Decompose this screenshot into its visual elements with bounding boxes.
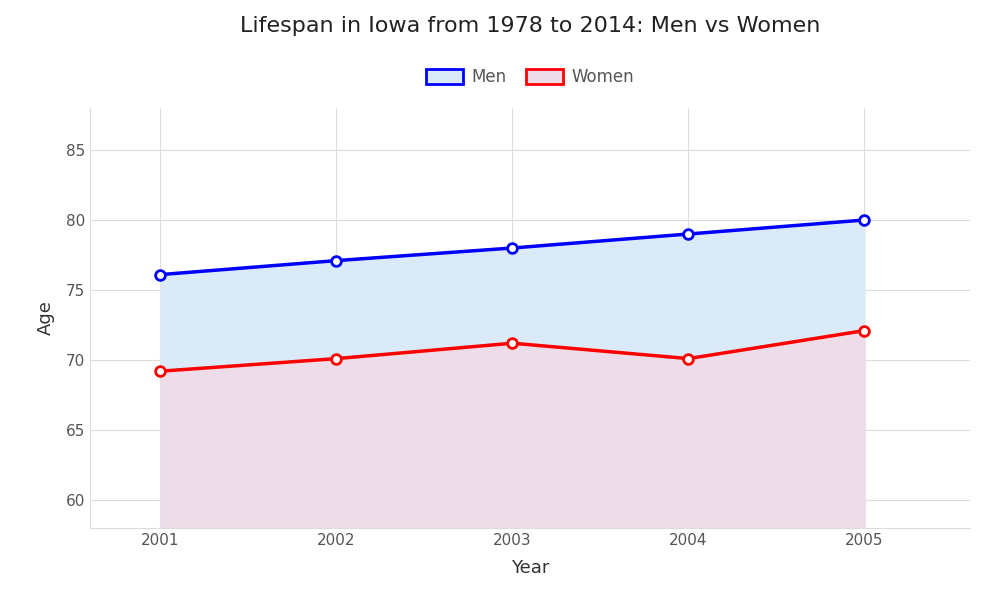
- Legend: Men, Women: Men, Women: [419, 62, 641, 93]
- Title: Lifespan in Iowa from 1978 to 2014: Men vs Women: Lifespan in Iowa from 1978 to 2014: Men …: [240, 16, 820, 35]
- Y-axis label: Age: Age: [37, 301, 55, 335]
- X-axis label: Year: Year: [511, 559, 549, 577]
